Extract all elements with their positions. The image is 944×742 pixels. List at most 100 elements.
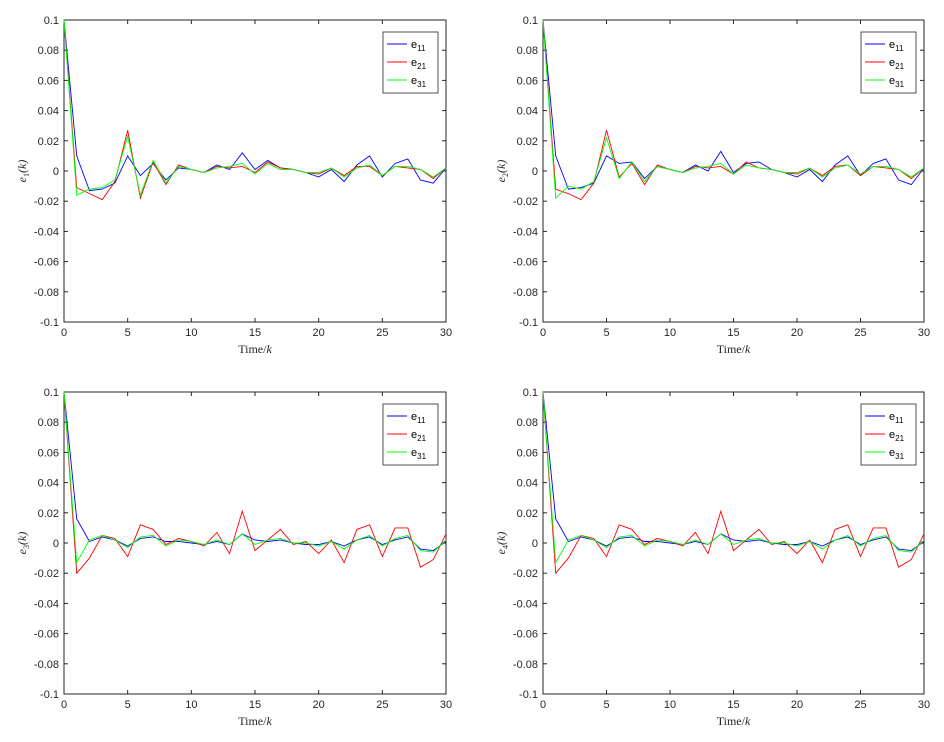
data-point-e11 bbox=[318, 176, 319, 177]
data-point-e11 bbox=[657, 541, 658, 542]
data-point-e21 bbox=[420, 567, 421, 568]
data-point-e11 bbox=[254, 539, 255, 540]
x-tick-label: 30 bbox=[440, 327, 452, 339]
y-tick-label: 0.1 bbox=[523, 15, 538, 27]
data-point-e21 bbox=[644, 184, 645, 185]
x-tick-label: 25 bbox=[376, 327, 388, 339]
x-axis-title-var: k bbox=[266, 342, 272, 356]
data-point-e11 bbox=[267, 541, 268, 542]
y-tick-label: -0.04 bbox=[34, 226, 59, 238]
data-point-e11 bbox=[344, 181, 345, 182]
y-tick-label: 0 bbox=[532, 538, 538, 550]
legend-label-e11: e11 bbox=[889, 411, 904, 425]
data-point-e11 bbox=[178, 541, 179, 542]
x-tick-label: 30 bbox=[440, 699, 452, 711]
x-axis-title-text: Time/ bbox=[238, 342, 267, 356]
data-point-e31 bbox=[923, 167, 924, 168]
legend-label-sub: 21 bbox=[417, 434, 426, 443]
data-point-e11 bbox=[568, 189, 569, 190]
data-point-e31 bbox=[606, 137, 607, 138]
data-point-e11 bbox=[254, 169, 255, 170]
data-point-e31 bbox=[809, 541, 810, 542]
data-point-e21 bbox=[720, 511, 721, 512]
y-tick-label: -0.04 bbox=[513, 226, 538, 238]
data-point-e31 bbox=[542, 19, 543, 20]
data-point-e31 bbox=[835, 539, 836, 540]
x-tick-label: 25 bbox=[854, 699, 866, 711]
data-point-e21 bbox=[593, 538, 594, 539]
data-point-e21 bbox=[682, 545, 683, 546]
x-tick-label: 5 bbox=[125, 699, 131, 711]
data-point-e11 bbox=[606, 155, 607, 156]
plot-frame bbox=[63, 391, 447, 695]
y-tick-label: 0.02 bbox=[517, 508, 538, 520]
data-point-e31 bbox=[153, 535, 154, 536]
data-point-e31 bbox=[923, 539, 924, 540]
data-point-e31 bbox=[619, 536, 620, 537]
y-axis-title-arg: (k) bbox=[15, 160, 29, 173]
legend-label-sub: 31 bbox=[417, 80, 426, 89]
data-point-e11 bbox=[822, 545, 823, 546]
data-point-e11 bbox=[191, 542, 192, 543]
data-point-e21 bbox=[216, 166, 217, 167]
data-point-e31 bbox=[216, 167, 217, 168]
x-tick-label: 5 bbox=[603, 327, 609, 339]
data-point-e21 bbox=[127, 130, 128, 131]
data-point-e21 bbox=[369, 166, 370, 167]
data-point-e11 bbox=[369, 536, 370, 537]
series-line-e31 bbox=[63, 19, 447, 197]
x-tick-label: 15 bbox=[249, 327, 261, 339]
data-point-e21 bbox=[445, 533, 446, 534]
data-point-e21 bbox=[127, 556, 128, 557]
data-point-e11 bbox=[433, 550, 434, 551]
data-point-e31 bbox=[796, 545, 797, 546]
data-point-e21 bbox=[771, 544, 772, 545]
legend-label-sub: 31 bbox=[895, 452, 904, 461]
data-point-e21 bbox=[885, 167, 886, 168]
x-tick-label: 20 bbox=[313, 327, 325, 339]
data-point-e21 bbox=[796, 173, 797, 174]
data-point-e31 bbox=[331, 167, 332, 168]
data-point-e11 bbox=[796, 544, 797, 545]
data-point-e31 bbox=[657, 539, 658, 540]
data-point-e31 bbox=[822, 548, 823, 549]
chart-panel-4: -0.1 -0.08 -0.06 -0.04 -0.02 0 0.02 0.04 0.06 0.0… bbox=[494, 387, 930, 728]
y-axis-title-base: e bbox=[494, 548, 508, 554]
x-tick-label: 15 bbox=[249, 699, 261, 711]
data-point-e11 bbox=[873, 539, 874, 540]
data-point-e31 bbox=[369, 535, 370, 536]
data-point-e11 bbox=[784, 544, 785, 545]
data-point-e31 bbox=[407, 166, 408, 167]
data-point-e21 bbox=[356, 166, 357, 167]
x-axis-title-text: Time/ bbox=[717, 342, 746, 356]
series-line-e21 bbox=[542, 391, 925, 575]
data-point-e21 bbox=[593, 182, 594, 183]
data-point-e11 bbox=[733, 172, 734, 173]
data-point-e31 bbox=[89, 539, 90, 540]
legend-label-base: e bbox=[889, 429, 895, 441]
data-point-e31 bbox=[102, 187, 103, 188]
series-line-e31 bbox=[542, 19, 925, 200]
data-point-e21 bbox=[114, 538, 115, 539]
data-point-e31 bbox=[771, 542, 772, 543]
x-tick-label: 20 bbox=[313, 699, 325, 711]
data-point-e11 bbox=[796, 176, 797, 177]
data-point-e31 bbox=[445, 539, 446, 540]
data-point-e31 bbox=[568, 539, 569, 540]
data-point-e31 bbox=[720, 533, 721, 534]
data-point-e31 bbox=[229, 166, 230, 167]
data-point-e21 bbox=[318, 173, 319, 174]
data-point-e31 bbox=[835, 167, 836, 168]
y-axis-title: e2(k) bbox=[494, 160, 510, 183]
series-line-e11 bbox=[63, 391, 447, 552]
data-point-e31 bbox=[657, 166, 658, 167]
data-point-e31 bbox=[63, 391, 64, 392]
data-point-e21 bbox=[860, 556, 861, 557]
data-point-e21 bbox=[555, 573, 556, 574]
data-point-e11 bbox=[382, 544, 383, 545]
data-point-e21 bbox=[758, 529, 759, 530]
data-point-e31 bbox=[746, 539, 747, 540]
data-point-e21 bbox=[114, 181, 115, 182]
y-axis-title: e1(k) bbox=[15, 160, 31, 183]
legend-label-base: e bbox=[411, 411, 417, 423]
